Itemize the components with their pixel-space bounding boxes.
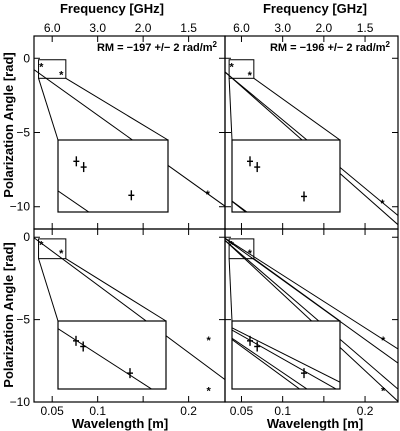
zoom-connector <box>38 258 59 322</box>
rm-annotation: RM = −196 +/− 2 rad/m2 <box>270 40 391 54</box>
data-point: * <box>39 240 44 252</box>
inset-lines <box>232 200 248 212</box>
rm-annotation: RM = −197 +/− 2 rad/m2 <box>97 40 218 54</box>
x-tick-label: 0.05 <box>230 404 254 418</box>
inset-lines <box>58 190 90 212</box>
panels: 6.0 3.0 2.0 1.5 0 −5 −10 RM = −197 +/− 2 rad/m2… <box>10 21 399 418</box>
inset-fit-line <box>58 190 90 212</box>
data-point: * <box>59 248 64 260</box>
zoom-connector <box>65 258 167 322</box>
x-tick-label: 0.2 <box>180 404 197 418</box>
zoom-box <box>38 59 67 79</box>
x-tick-label: 0.2 <box>357 404 374 418</box>
x-tick-label: 0.1 <box>89 404 106 418</box>
freq-tick-label: 1.5 <box>357 21 374 35</box>
left-axis-label-top: Polarization Angle [rad] <box>1 52 16 197</box>
zoom-connector <box>38 78 59 141</box>
panel-top-left: 6.0 3.0 2.0 1.5 0 −5 −10 RM = −197 +/− 2 rad/m2… <box>10 21 226 230</box>
fit-lines <box>34 69 225 207</box>
zoom-connector <box>65 77 169 141</box>
data-point: * <box>206 335 211 347</box>
panel-top-right: 6.0 3.0 2.0 1.5 RM = −196 +/− 2 rad/m2 * * * <box>224 21 399 230</box>
zoom-connector <box>253 258 341 322</box>
freq-tick-label: 6.0 <box>233 21 250 35</box>
fit-line <box>34 69 225 207</box>
freq-tick-label: 2.0 <box>316 21 333 35</box>
y-tick-label: −10 <box>10 395 31 409</box>
top-axis-label-right: Frequency [GHz] <box>263 1 367 16</box>
data-point: * <box>206 385 211 397</box>
inset-frame <box>231 139 341 213</box>
top-axis-label-left: Frequency [GHz] <box>60 1 164 16</box>
data-point: * <box>206 189 211 201</box>
data-point: * <box>248 248 253 260</box>
data-point: * <box>59 70 64 82</box>
inset-frame <box>57 320 167 390</box>
zoom-box <box>38 238 67 260</box>
y-tick-label: 0 <box>23 51 30 65</box>
data-point: * <box>381 385 386 397</box>
freq-tick-label: 3.0 <box>89 21 106 35</box>
y-tick-label: −10 <box>10 200 31 214</box>
inset-fit-line <box>232 339 301 389</box>
zoom-connector <box>228 258 233 322</box>
inset-fit-line <box>232 200 248 212</box>
freq-tick-label: 2.0 <box>135 21 152 35</box>
data-point: * <box>381 335 386 347</box>
zoom-connector <box>228 78 233 141</box>
plot-frame <box>224 228 399 403</box>
bottom-axis-label-left: Wavelength [m] <box>72 416 168 431</box>
y-tick-label: 0 <box>23 230 30 244</box>
freq-tick-label: 3.0 <box>274 21 291 35</box>
bottom-axis-label-right: Wavelength [m] <box>267 416 363 431</box>
freq-tick-label: 1.5 <box>180 21 197 35</box>
fit-line <box>34 237 225 380</box>
inset-fit-line <box>232 200 247 212</box>
left-axis-label-bottom: Polarization Angle [rad] <box>1 242 16 387</box>
freq-tick-label: 6.0 <box>44 21 61 35</box>
panel-bottom-left: 0.05 0.1 0.2 0 −5 −10 * * * * <box>10 228 226 418</box>
zoom-connector <box>253 77 341 141</box>
zoom-box <box>228 59 255 79</box>
data-point: * <box>248 70 253 82</box>
inset-frame <box>57 139 169 213</box>
data-point: * <box>229 240 234 252</box>
zoom-box <box>228 238 255 260</box>
panel-bottom-right: 0.05 0.1 0.2 * * * * <box>224 228 399 418</box>
fit-line <box>225 239 398 390</box>
data-point: * <box>380 198 385 210</box>
inset-fit-line <box>232 337 308 389</box>
x-tick-label: 0.05 <box>41 404 65 418</box>
data-point: * <box>229 61 234 73</box>
x-tick-label: 0.1 <box>274 404 291 418</box>
y-tick-label: −5 <box>16 313 30 327</box>
data-point: * <box>39 61 44 73</box>
fit-lines <box>34 237 225 380</box>
y-tick-label: −5 <box>16 126 30 140</box>
